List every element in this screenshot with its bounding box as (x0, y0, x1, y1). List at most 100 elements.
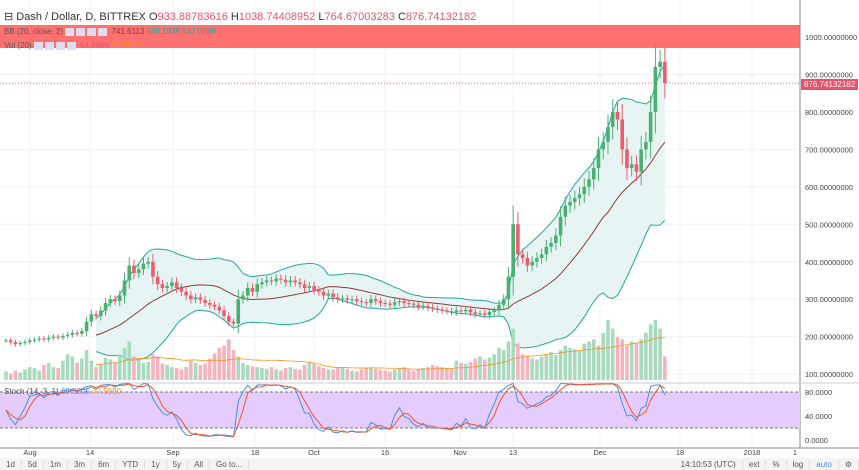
volume-bar (459, 362, 463, 380)
candle-body (264, 280, 269, 283)
volume-bar (359, 369, 364, 380)
volume-bar (193, 362, 198, 380)
volume-bar (288, 367, 293, 380)
ohlc-open: 933.88783616 (157, 11, 228, 23)
candle-body (601, 141, 606, 150)
volume-bar (511, 328, 515, 380)
range-5d[interactable]: 5d (22, 459, 44, 469)
date-tick-label: 18 (251, 448, 259, 457)
volume-bar (198, 365, 203, 380)
candle-body (293, 280, 297, 283)
bb-label[interactable]: BB (20, close, 2) (4, 27, 64, 36)
stoch-k: 69.8205 (60, 387, 90, 396)
date-tick-label: Sep (166, 448, 179, 457)
volume-bar (245, 365, 250, 380)
range-1d[interactable]: 1d (0, 459, 22, 469)
volume-bar (8, 373, 13, 380)
go-to-button[interactable]: Go to... (210, 459, 250, 469)
candle-body (84, 321, 89, 332)
volume-bar (573, 349, 577, 380)
range-all[interactable]: All (188, 459, 210, 469)
candle-body (241, 295, 245, 300)
bb-basis-line (95, 141, 666, 336)
candle-body (321, 291, 326, 296)
range-6m[interactable]: 6m (92, 459, 117, 469)
gear-icon[interactable] (44, 41, 54, 50)
candle-body (459, 310, 463, 312)
candle-body (525, 258, 530, 266)
collapse-icon[interactable]: ⊟ (4, 11, 14, 23)
stoch-label[interactable]: Stoch (14, 3, 1) (4, 387, 59, 396)
range-1y[interactable]: 1y (145, 459, 167, 469)
symbol-title[interactable]: Dash / Dollar, D, BITTREX (16, 11, 146, 23)
volume-bar (563, 345, 568, 380)
volume-bar (591, 339, 596, 380)
range-ytd[interactable]: YTD (116, 459, 146, 469)
volume-bar (615, 337, 620, 380)
ohlc-high: 1038.74408952 (238, 11, 316, 23)
log-toggle[interactable]: log (787, 459, 811, 469)
candle-body (170, 282, 174, 287)
candle-body (255, 284, 260, 292)
gear-icon[interactable]: ⚙ (839, 459, 859, 469)
volume-bar (283, 368, 288, 380)
plus-icon[interactable] (55, 41, 65, 50)
candle-body (397, 301, 402, 303)
plus-icon[interactable] (87, 27, 97, 36)
volume-bar (61, 360, 65, 380)
volume-bar (388, 371, 392, 380)
volume-bar (32, 368, 37, 380)
vol-label[interactable]: Vol (20) (4, 41, 32, 50)
price-tick-label: 500.00000000 (805, 220, 853, 229)
volume-bar (601, 332, 606, 380)
volume-bar (141, 362, 146, 380)
stoch-legend: Stoch (14, 3, 1) 69.8205 77.5980 (4, 387, 121, 396)
volume-bar (317, 366, 321, 380)
candle-body (558, 216, 563, 236)
ext-toggle[interactable]: ext (743, 459, 767, 469)
candle-body (364, 302, 369, 304)
range-3m[interactable]: 3m (68, 459, 93, 469)
volume-bar (336, 367, 340, 380)
candle-body (46, 337, 51, 340)
chart-canvas[interactable]: 1000.00000000 900.00000000 800.00000000 700… (0, 0, 859, 458)
candle-body (141, 263, 146, 270)
volume-bar (478, 356, 482, 380)
ohlc-low: 764.67003283 (324, 11, 395, 23)
candle-body (23, 341, 27, 344)
percent-toggle[interactable]: % (766, 459, 787, 469)
volume-bar (539, 356, 544, 380)
volume-bar (189, 360, 193, 380)
candle-body (279, 278, 283, 280)
volume-bar (383, 370, 387, 380)
eye-icon[interactable] (33, 41, 43, 50)
candle-body (236, 299, 241, 324)
range-5y[interactable]: 5y (167, 459, 189, 469)
price-tick-label: 900.00000000 (805, 70, 853, 79)
volume-bar (392, 369, 397, 380)
volume-bar (174, 368, 179, 380)
candle-body (653, 66, 658, 112)
candle-body (539, 254, 544, 259)
auto-toggle[interactable]: auto (810, 459, 839, 469)
candle-body (61, 335, 65, 338)
gear-icon[interactable] (76, 27, 86, 36)
close-icon[interactable] (98, 27, 108, 36)
ohlc-close-label: C (397, 11, 406, 23)
bb-legend: BB (20, close, 2) 741.6113 936.1939 547.… (4, 27, 216, 36)
candle-body (283, 279, 288, 283)
candle-body (203, 299, 207, 303)
ohlc-open-label: O (148, 11, 158, 23)
candle-body (155, 276, 160, 285)
candle-body (345, 298, 350, 300)
candle-body (8, 340, 13, 343)
candle-body (127, 265, 132, 281)
volume-bar (65, 354, 70, 380)
candle-body (99, 310, 103, 317)
volume-bar (132, 356, 136, 380)
close-icon[interactable] (66, 41, 76, 50)
range-1m[interactable]: 1m (44, 459, 68, 469)
candle-body (340, 298, 345, 300)
volume-bar (549, 352, 553, 380)
eye-icon[interactable] (65, 27, 75, 36)
